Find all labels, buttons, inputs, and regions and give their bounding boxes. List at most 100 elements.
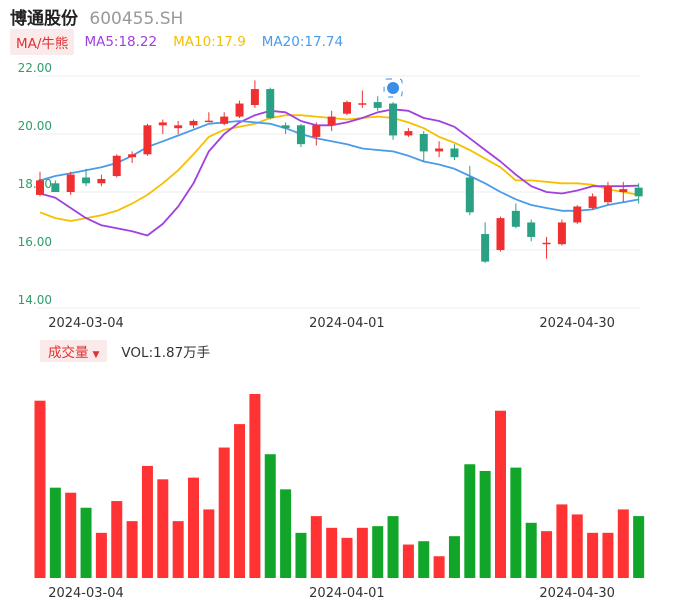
candle-body — [266, 89, 275, 119]
candle — [174, 120, 183, 134]
ma-legend: MA/牛熊 MA5:18.22 MA10:17.9 MA20:17.74 — [10, 29, 359, 55]
ma5-label: MA5:18.22 — [84, 34, 158, 50]
candle — [143, 123, 152, 156]
volume-bar — [141, 465, 153, 578]
candle-body — [235, 103, 244, 117]
caret-down-icon: ▼ — [92, 350, 100, 360]
volume-bar — [234, 424, 246, 578]
ma20-line — [39, 120, 639, 212]
volume-bar — [602, 532, 614, 578]
candle-body — [296, 125, 305, 145]
volume-bar — [264, 454, 276, 578]
candle-body — [481, 234, 490, 262]
volume-bar — [448, 536, 460, 578]
stock-code: 600455.SH — [89, 9, 184, 29]
candle-body — [573, 206, 582, 223]
candle-body — [312, 125, 321, 137]
candle-body — [250, 89, 259, 105]
price-x-axis: 2024-03-04 2024-04-01 2024-04-30 — [48, 316, 615, 331]
ma20-label: MA20:17.74 — [261, 34, 344, 50]
volume-bar — [218, 447, 230, 578]
candle-body — [496, 218, 505, 250]
volume-value: VOL:1.87万手 — [121, 345, 211, 361]
candle — [343, 100, 351, 116]
candle — [435, 141, 444, 158]
ma5-line — [39, 108, 639, 237]
volume-bar — [556, 504, 568, 578]
candle — [250, 80, 259, 108]
volume-bar — [157, 479, 169, 578]
candle-body — [389, 103, 398, 136]
volume-bar — [280, 489, 292, 578]
candle — [619, 181, 628, 203]
candle — [389, 102, 398, 140]
candle — [189, 119, 198, 129]
y-tick-label: 16.00 — [18, 235, 52, 249]
volume-bar — [249, 394, 261, 578]
candle-body — [82, 177, 91, 184]
candle — [511, 203, 520, 229]
candle — [573, 205, 582, 224]
candle — [97, 174, 106, 187]
candle — [82, 168, 91, 187]
x-tick-label: 2024-04-30 — [539, 586, 615, 601]
volume-bar — [95, 532, 107, 578]
volume-bar — [617, 509, 629, 578]
candle-body — [419, 134, 428, 152]
ma-toggle-button[interactable]: MA/牛熊 — [10, 29, 75, 55]
candle-body — [450, 148, 459, 158]
volume-selector-button[interactable]: 成交量 ▼ — [40, 340, 108, 362]
candle-body — [511, 210, 520, 227]
candle-body — [404, 131, 413, 136]
candle — [373, 96, 382, 111]
candle — [36, 171, 44, 197]
y-tick-label: 14.00 — [18, 293, 52, 307]
volume-legend: 成交量 ▼ VOL:1.87万手 — [40, 340, 211, 362]
marker-dot — [387, 82, 400, 94]
x-tick-label: 2024-04-01 — [309, 586, 385, 601]
stock-header: 博通股份 600455.SH — [10, 4, 183, 29]
volume-bar — [310, 516, 322, 578]
candle-body — [128, 154, 137, 158]
candle-body — [588, 196, 597, 208]
candle-body — [66, 174, 75, 192]
candle — [496, 216, 505, 252]
candle — [527, 219, 536, 242]
candlesticks — [36, 80, 643, 264]
volume-bar — [356, 527, 368, 578]
y-tick-label: 20.00 — [18, 119, 52, 133]
candle — [204, 112, 213, 123]
candle-body — [112, 155, 121, 177]
volume-bar — [188, 477, 199, 578]
volume-x-axis: 2024-03-04 2024-04-01 2024-04-30 — [48, 586, 615, 601]
candle — [235, 100, 244, 119]
candle-body — [634, 187, 643, 197]
candle — [404, 128, 413, 137]
volume-bar — [341, 537, 353, 578]
candle-body — [465, 177, 474, 213]
volume-bar — [172, 521, 184, 578]
ma10-label: MA10:17.9 — [173, 34, 246, 50]
candle-body — [373, 102, 382, 108]
volume-bars — [34, 394, 645, 578]
volume-bar — [418, 541, 430, 578]
candle — [481, 222, 490, 264]
candle-body — [557, 222, 566, 245]
price-grid — [38, 75, 640, 309]
candle-body — [281, 125, 290, 129]
volume-selector-label: 成交量 — [48, 345, 89, 361]
candle — [542, 236, 551, 259]
stock-name: 博通股份 — [10, 9, 78, 29]
candle — [327, 110, 336, 132]
volume-bar — [402, 544, 414, 578]
volume-bar — [111, 501, 123, 578]
volume-bar — [633, 516, 645, 578]
candle-body — [542, 242, 551, 245]
event-marker-icon[interactable] — [383, 78, 403, 98]
candle-body — [204, 120, 213, 123]
candle-body — [327, 116, 336, 126]
ma10-line — [39, 114, 639, 222]
candle — [557, 219, 566, 246]
candle-body — [603, 186, 612, 203]
